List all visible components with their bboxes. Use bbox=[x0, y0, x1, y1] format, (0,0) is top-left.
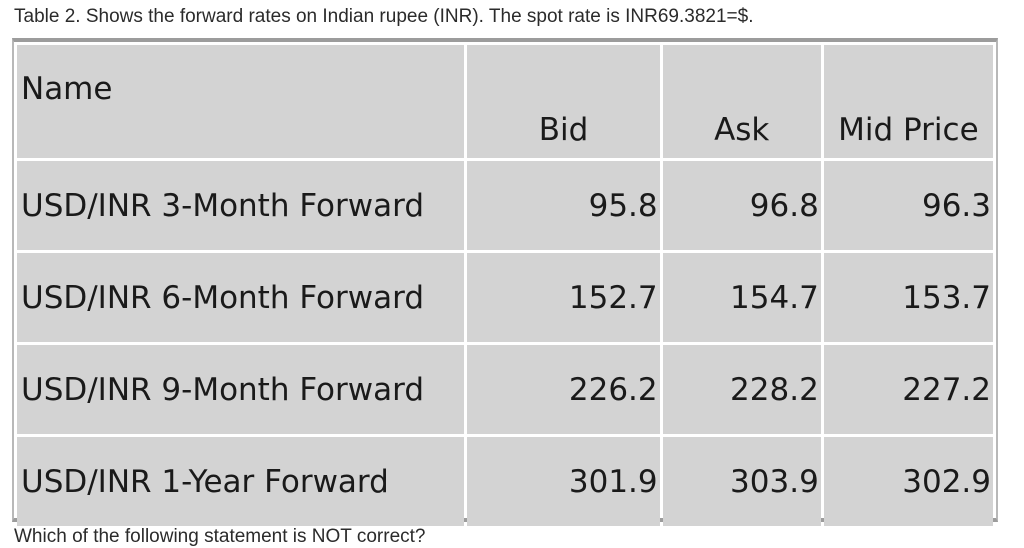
table-caption: Table 2. Shows the forward rates on Indi… bbox=[14, 6, 754, 27]
row-mid-cell: 153.7 bbox=[823, 253, 993, 342]
rates-table-grid: Name Bid Ask Mid Price USD/INR 3-Month F… bbox=[14, 42, 996, 529]
row-bid-cell: 95.8 bbox=[467, 161, 660, 250]
table-header-row: Name Bid Ask Mid Price bbox=[17, 45, 993, 158]
table-row: USD/INR 6-Month Forward 152.7 154.7 153.… bbox=[17, 253, 993, 342]
row-name-cell: USD/INR 6-Month Forward bbox=[17, 253, 465, 342]
row-ask-cell: 154.7 bbox=[662, 253, 821, 342]
forward-rates-table: Name Bid Ask Mid Price USD/INR 3-Month F… bbox=[12, 38, 998, 526]
row-mid-cell: 96.3 bbox=[823, 161, 993, 250]
header-ask: Ask bbox=[662, 45, 821, 158]
row-ask-cell: 228.2 bbox=[662, 345, 821, 434]
row-ask-cell: 303.9 bbox=[662, 437, 821, 526]
table-row: USD/INR 9-Month Forward 226.2 228.2 227.… bbox=[17, 345, 993, 434]
table-row: USD/INR 1-Year Forward 301.9 303.9 302.9 bbox=[17, 437, 993, 526]
row-mid-cell: 302.9 bbox=[823, 437, 993, 526]
header-name: Name bbox=[17, 45, 465, 158]
row-name-cell: USD/INR 3-Month Forward bbox=[17, 161, 465, 250]
table-row: USD/INR 3-Month Forward 95.8 96.8 96.3 bbox=[17, 161, 993, 250]
row-ask-cell: 96.8 bbox=[662, 161, 821, 250]
header-bid: Bid bbox=[467, 45, 660, 158]
header-mid-price: Mid Price bbox=[823, 45, 993, 158]
row-name-cell: USD/INR 9-Month Forward bbox=[17, 345, 465, 434]
row-name-cell: USD/INR 1-Year Forward bbox=[17, 437, 465, 526]
row-bid-cell: 226.2 bbox=[467, 345, 660, 434]
row-mid-cell: 227.2 bbox=[823, 345, 993, 434]
row-bid-cell: 301.9 bbox=[467, 437, 660, 526]
row-bid-cell: 152.7 bbox=[467, 253, 660, 342]
question-text-partial: Which of the following statement is NOT … bbox=[14, 526, 426, 547]
